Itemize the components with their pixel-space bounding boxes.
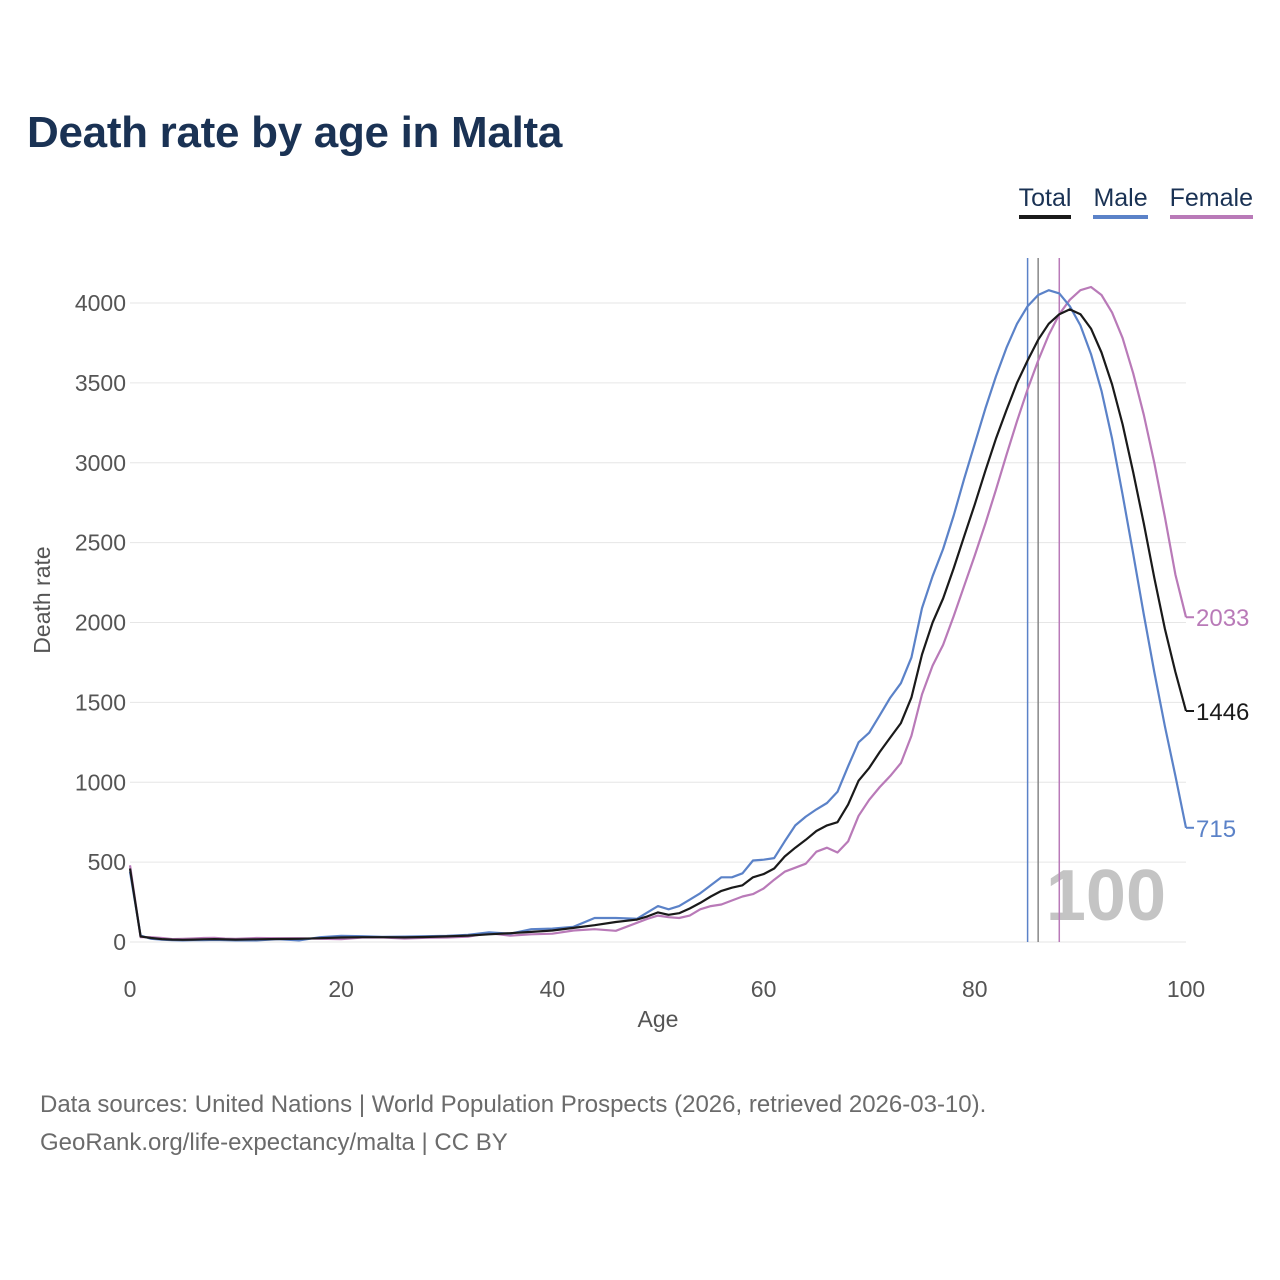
legend-item-total[interactable]: Total bbox=[1018, 184, 1072, 219]
x-tick-label: 0 bbox=[124, 976, 137, 1002]
chart-title: Death rate by age in Malta bbox=[27, 108, 563, 157]
x-axis-label: Age bbox=[638, 1006, 679, 1032]
data-sources: Data sources: United Nations | World Pop… bbox=[40, 1091, 987, 1118]
x-tick-label: 40 bbox=[540, 976, 566, 1002]
y-tick-label: 1500 bbox=[75, 689, 126, 715]
x-tick-label: 20 bbox=[328, 976, 354, 1002]
end-label-total: 1446 bbox=[1196, 699, 1249, 726]
series-line-total bbox=[128, 308, 1188, 941]
age-watermark: 100 bbox=[1046, 856, 1166, 936]
y-tick-label: 1000 bbox=[75, 769, 126, 795]
legend-item-female[interactable]: Female bbox=[1169, 184, 1253, 219]
y-tick-label: 2500 bbox=[75, 530, 126, 556]
y-tick-label: 2000 bbox=[75, 610, 126, 636]
end-label-male: 715 bbox=[1196, 816, 1236, 843]
footer: Data sources: United Nations | World Pop… bbox=[40, 1086, 986, 1162]
end-label-female: 2033 bbox=[1196, 605, 1249, 632]
y-tick-label: 4000 bbox=[75, 290, 126, 316]
y-axis-label: Death rate bbox=[29, 546, 55, 653]
legend: Total Male Female bbox=[1018, 184, 1253, 219]
x-tick-label: 100 bbox=[1167, 976, 1205, 1002]
x-tick-label: 60 bbox=[751, 976, 777, 1002]
y-tick-label: 500 bbox=[88, 849, 126, 875]
y-tick-label: 0 bbox=[113, 929, 126, 955]
y-tick-label: 3500 bbox=[75, 370, 126, 396]
credit-link[interactable]: GeoRank.org/life-expectancy/malta | CC B… bbox=[40, 1129, 508, 1156]
y-tick-label: 3000 bbox=[75, 450, 126, 476]
x-tick-label: 80 bbox=[962, 976, 988, 1002]
legend-item-male[interactable]: Male bbox=[1093, 184, 1148, 219]
